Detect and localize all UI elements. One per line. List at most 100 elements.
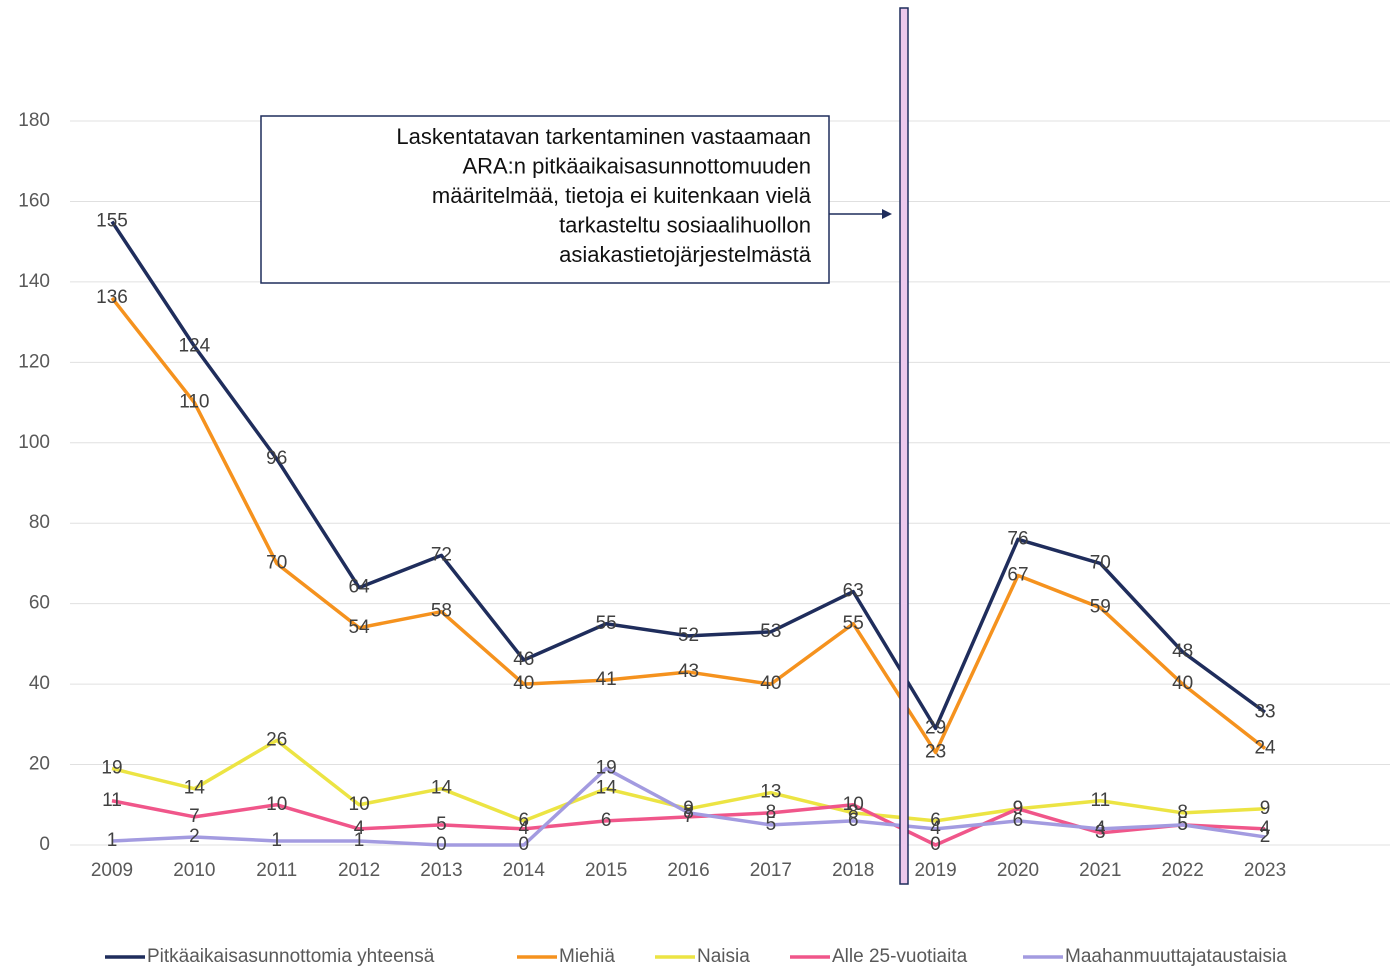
data-label: 1 (354, 830, 365, 851)
data-label: 4 (519, 818, 530, 839)
legend-label: Alle 25-vuotiaita (832, 946, 968, 967)
data-label: 14 (184, 778, 206, 799)
series-line (110, 296, 1267, 755)
data-label: 1 (107, 830, 118, 851)
data-label: 40 (760, 673, 781, 694)
data-label: 9 (1013, 798, 1024, 819)
legend: Pitkäaikaisasunnottomia yhteensä Miehiä Na… (105, 946, 1287, 967)
data-label: 67 (1007, 565, 1028, 586)
data-label: 10 (349, 794, 370, 815)
y-tick-label: 120 (18, 351, 50, 372)
legend-label: Miehiä (559, 946, 615, 967)
x-tick-label: 2017 (750, 860, 792, 881)
data-label: 10 (843, 794, 864, 815)
data-label: 24 (1254, 737, 1276, 758)
annotation-line: Laskentatavan tarkentaminen vastaamaan (396, 124, 811, 149)
data-label: 0 (436, 834, 447, 855)
data-label: 6 (601, 810, 612, 831)
legend-label: Pitkäaikaisasunnottomia yhteensä (147, 946, 435, 967)
data-label: 53 (760, 621, 781, 642)
y-tick-label: 80 (29, 512, 50, 533)
data-label: 5 (766, 814, 777, 835)
data-label: 9 (1260, 798, 1271, 819)
x-tick-label: 2009 (91, 860, 133, 881)
data-label: 55 (843, 613, 864, 634)
x-tick-label: 2013 (420, 860, 462, 881)
y-tick-label: 60 (29, 593, 50, 614)
series-line (111, 738, 1266, 823)
lines (110, 220, 1267, 847)
annotation-line: määritelmää, tietoja ei kuitenkaan vielä (432, 183, 812, 208)
annotation-box (260, 115, 830, 284)
data-label: 6 (930, 810, 941, 831)
y-tick-label: 140 (18, 271, 50, 292)
data-label: 8 (766, 802, 777, 823)
data-label: 40 (513, 673, 534, 694)
data-label: 4 (354, 818, 365, 839)
data-label: 11 (102, 790, 122, 811)
x-tick-label: 2014 (503, 860, 546, 881)
x-tick-label: 2021 (1079, 860, 1121, 881)
data-label: 58 (431, 601, 452, 622)
y-tick-label: 100 (18, 432, 50, 453)
data-label: 14 (596, 778, 618, 799)
data-label: 70 (266, 552, 287, 573)
legend-label: Maahanmuuttajataustaisia (1065, 946, 1287, 967)
data-label: 7 (683, 806, 694, 827)
data-label: 70 (1090, 552, 1111, 573)
data-label: 23 (925, 742, 946, 763)
y-tick-label: 180 (18, 110, 50, 131)
x-tick-label: 2020 (997, 860, 1039, 881)
data-label: 96 (266, 448, 287, 469)
data-label: 6 (519, 810, 530, 831)
data-label: 55 (596, 613, 617, 634)
x-tick-label: 2018 (832, 860, 874, 881)
data-label: 6 (1013, 810, 1024, 831)
data-label: 54 (349, 617, 371, 638)
data-label: 5 (1177, 814, 1188, 835)
data-label: 40 (1172, 673, 1193, 694)
x-tick-label: 2016 (667, 860, 709, 881)
data-label: 48 (1172, 641, 1193, 662)
data-label: 8 (1177, 802, 1188, 823)
annotation: Laskentatavan tarkentaminen vastaamaan AR… (396, 124, 811, 267)
data-label: 7 (189, 806, 200, 827)
data-label: 2 (1260, 826, 1271, 847)
data-label: 4 (930, 818, 941, 839)
y-tick-label: 40 (29, 673, 50, 694)
y-tick-label: 160 (18, 190, 50, 211)
data-label: 136 (96, 287, 128, 308)
data-label: 29 (925, 717, 946, 738)
data-label: 52 (678, 625, 699, 646)
data-label: 46 (513, 649, 534, 670)
y-tick-label: 0 (39, 834, 50, 855)
data-label: 1 (271, 830, 282, 851)
data-label: 64 (349, 577, 371, 598)
x-tick-label: 2010 (173, 860, 215, 881)
data-label: 124 (179, 335, 211, 356)
data-label: 41 (596, 669, 617, 690)
y-tick-label: 20 (29, 754, 50, 775)
legend-label: Naisia (697, 946, 750, 967)
data-label: 11 (1090, 790, 1110, 811)
series-line (110, 220, 1267, 731)
x-tick-label: 2011 (256, 860, 297, 881)
series-line (111, 766, 1266, 847)
data-label: 6 (848, 810, 859, 831)
x-tick-label: 2023 (1244, 860, 1286, 881)
x-tick-label: 2015 (585, 860, 627, 881)
data-label: 2 (189, 826, 200, 847)
data-label: 0 (519, 834, 530, 855)
data-label: 26 (266, 729, 287, 750)
data-label: 72 (431, 544, 452, 565)
annotation-line: ARA:n pitkäaikaisasunnottomuuden (462, 153, 811, 178)
data-label: 19 (101, 758, 122, 779)
data-label: 76 (1007, 528, 1028, 549)
data-label: 9 (1013, 798, 1024, 819)
data-label: 63 (843, 581, 864, 602)
data-label: 4 (1095, 818, 1106, 839)
arrow-head (882, 209, 892, 219)
x-tick-label: 2012 (338, 860, 380, 881)
data-label: 5 (436, 814, 447, 835)
